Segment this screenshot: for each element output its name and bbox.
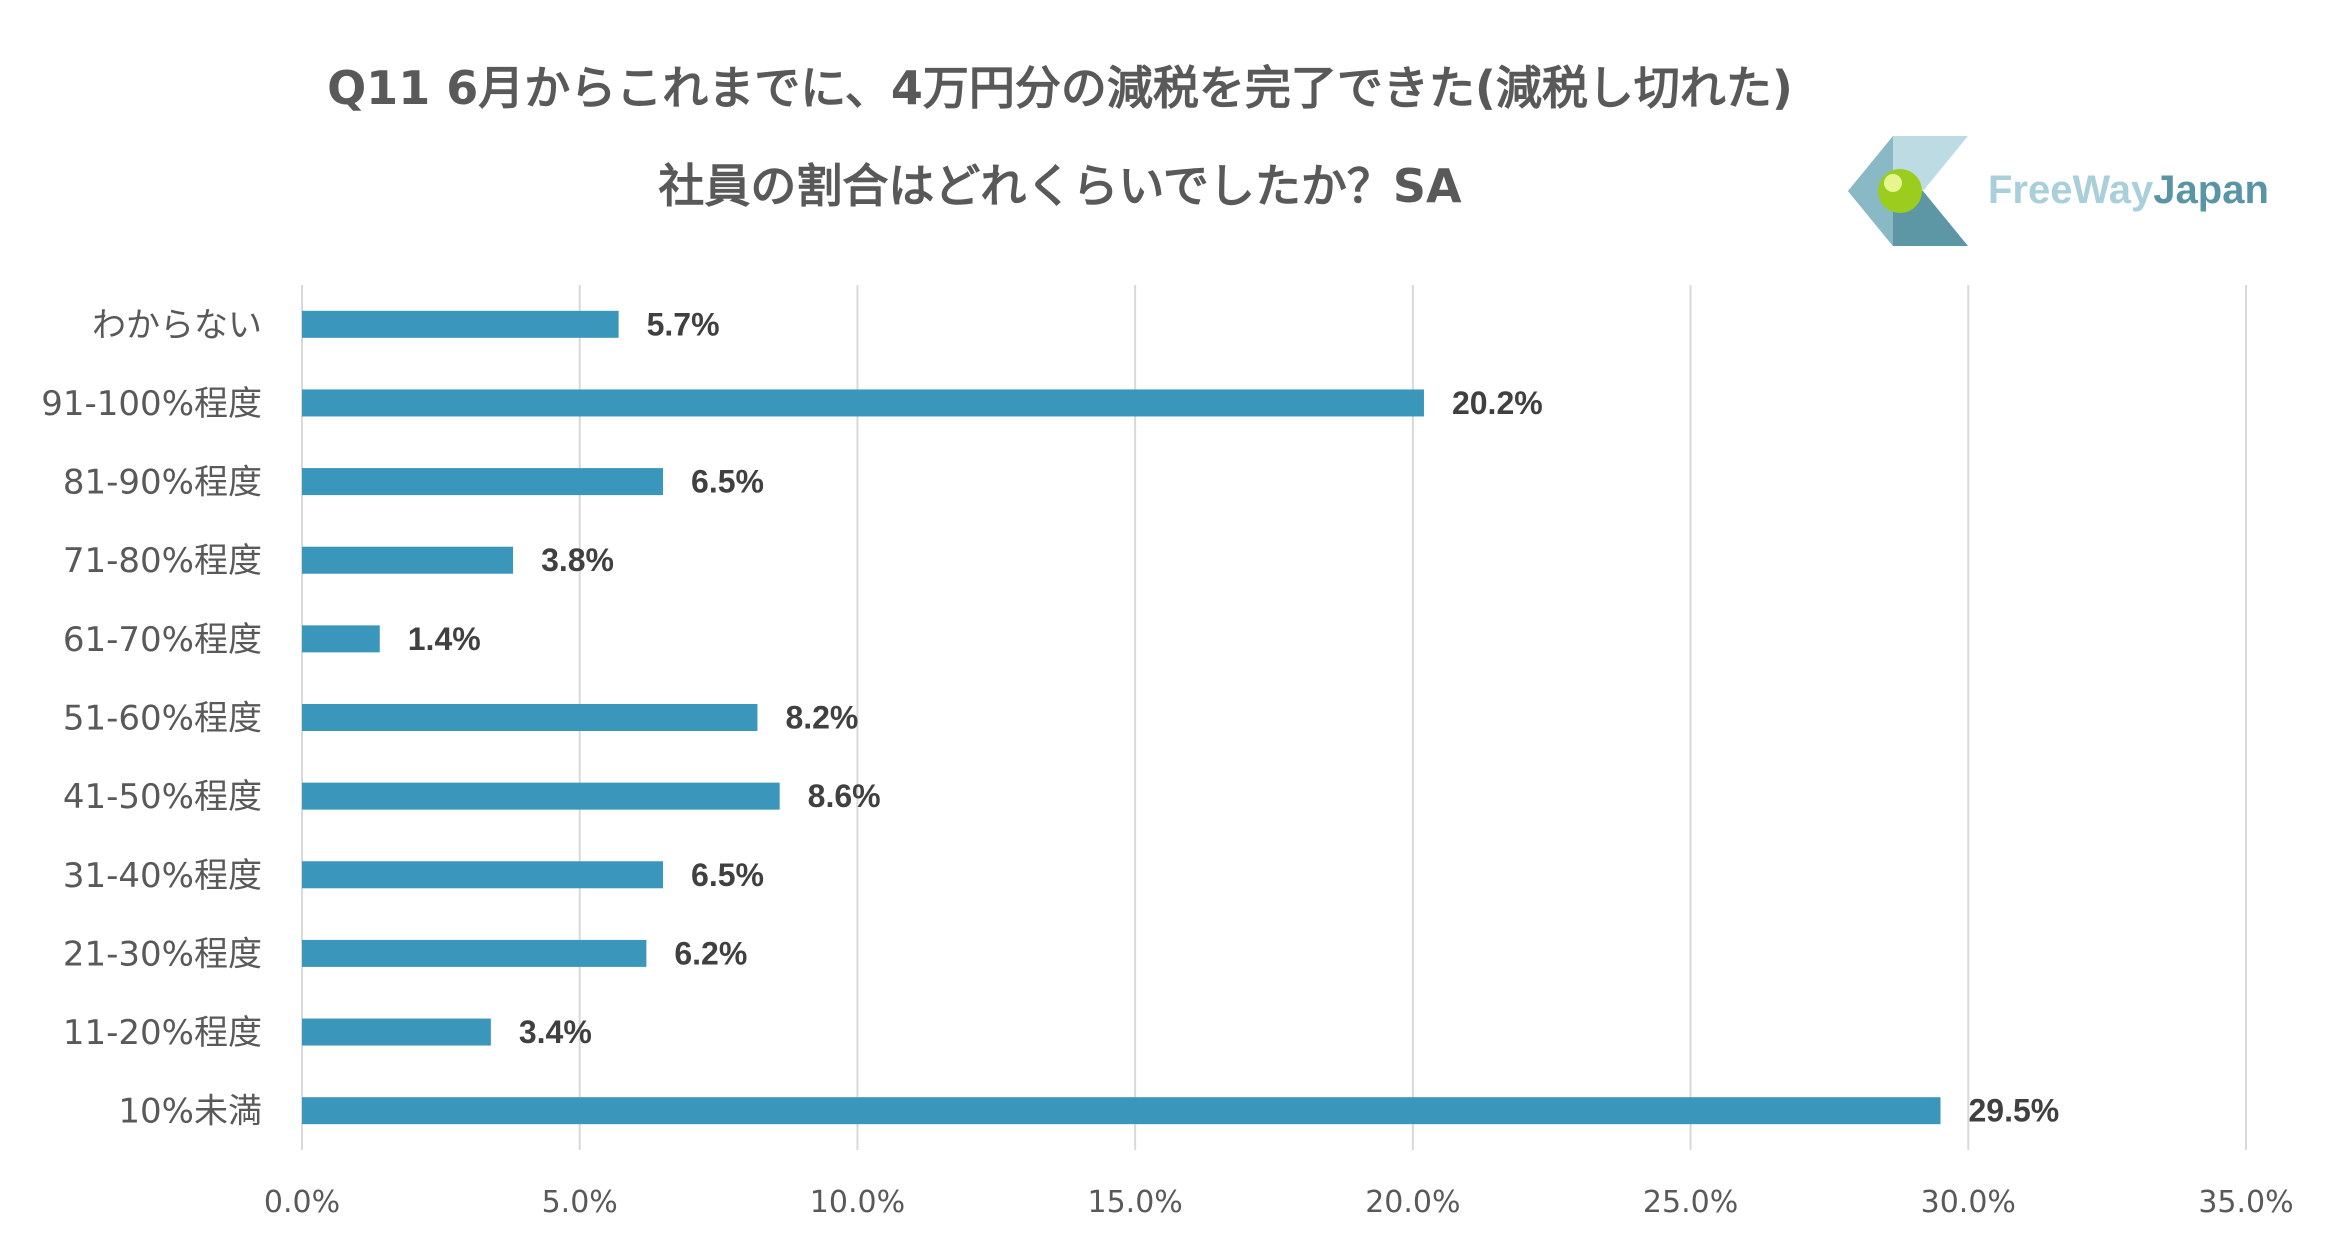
data-label: 3.4% <box>519 1014 592 1050</box>
category-label: 31-40%程度 <box>63 856 262 896</box>
chart-title-line1: Q11 6月からこれまでに、4万円分の減税を完了できた(減税し切れた) <box>327 61 1793 115</box>
bar <box>302 939 647 967</box>
gridlines <box>301 285 2247 1150</box>
bar <box>302 468 664 496</box>
category-label: 61-70%程度 <box>63 620 262 660</box>
bar <box>302 310 619 338</box>
bar <box>302 1018 491 1046</box>
data-label: 5.7% <box>647 306 720 342</box>
x-tick-label: 20.0% <box>1365 1185 1460 1220</box>
category-label: わからない <box>92 305 262 345</box>
data-label: 6.5% <box>691 857 764 893</box>
bar <box>302 782 780 810</box>
x-tick-label: 5.0% <box>542 1185 618 1220</box>
bar <box>302 389 1424 417</box>
logo-text-freeway: FreeWay <box>1988 168 2154 212</box>
category-label: 10%未満 <box>118 1092 262 1132</box>
bar <box>302 546 514 574</box>
data-label: 3.8% <box>541 542 614 578</box>
x-tick-label: 30.0% <box>1921 1185 2016 1220</box>
category-label: 41-50%程度 <box>63 777 262 817</box>
bar <box>302 861 664 889</box>
x-tick-label: 0.0% <box>264 1185 340 1220</box>
category-label: 11-20%程度 <box>63 1013 262 1053</box>
bar <box>302 1097 1941 1125</box>
category-label: 21-30%程度 <box>63 934 262 974</box>
data-label: 1.4% <box>408 621 481 657</box>
bar <box>302 625 380 653</box>
category-label: 91-100%程度 <box>41 384 262 424</box>
category-label: 71-80%程度 <box>63 541 262 581</box>
x-tick-label: 10.0% <box>810 1185 905 1220</box>
chart-title-line2: 社員の割合はどれくらいでしたか？SA <box>658 159 1462 213</box>
data-label: 20.2% <box>1452 385 1543 421</box>
logo-mark-icon <box>1848 136 1968 246</box>
data-label: 8.6% <box>808 778 881 814</box>
value-labels: 5.7% 20.2% 6.5% 3.8% 1.4% 8.2% 8.6% 6.5% 6.2% 3.4… <box>408 306 2059 1128</box>
x-tick-label: 35.0% <box>2198 1185 2293 1220</box>
data-label: 6.2% <box>674 935 747 971</box>
logo-text: FreeWayJapan <box>1988 168 2269 213</box>
data-label: 29.5% <box>1969 1093 2060 1129</box>
x-tick-label: 25.0% <box>1643 1185 1738 1220</box>
x-axis-ticks: 0.0% 5.0% 10.0% 15.0% 20.0% 25.0% 30.0% 35.0% <box>264 1185 2294 1220</box>
data-label: 6.5% <box>691 464 764 500</box>
data-label: 8.2% <box>785 700 858 736</box>
bar <box>302 704 758 731</box>
logo-text-japan: Japan <box>2153 168 2269 212</box>
freeway-japan-logo <box>1838 136 2308 246</box>
category-label: 51-60%程度 <box>63 699 262 739</box>
x-tick-label: 15.0% <box>1087 1185 1182 1220</box>
category-label: 81-90%程度 <box>63 463 262 503</box>
bars <box>302 310 1941 1125</box>
category-labels: わからない 91-100%程度 81-90%程度 71-80%程度 61-70%程度 51… <box>41 305 262 1131</box>
